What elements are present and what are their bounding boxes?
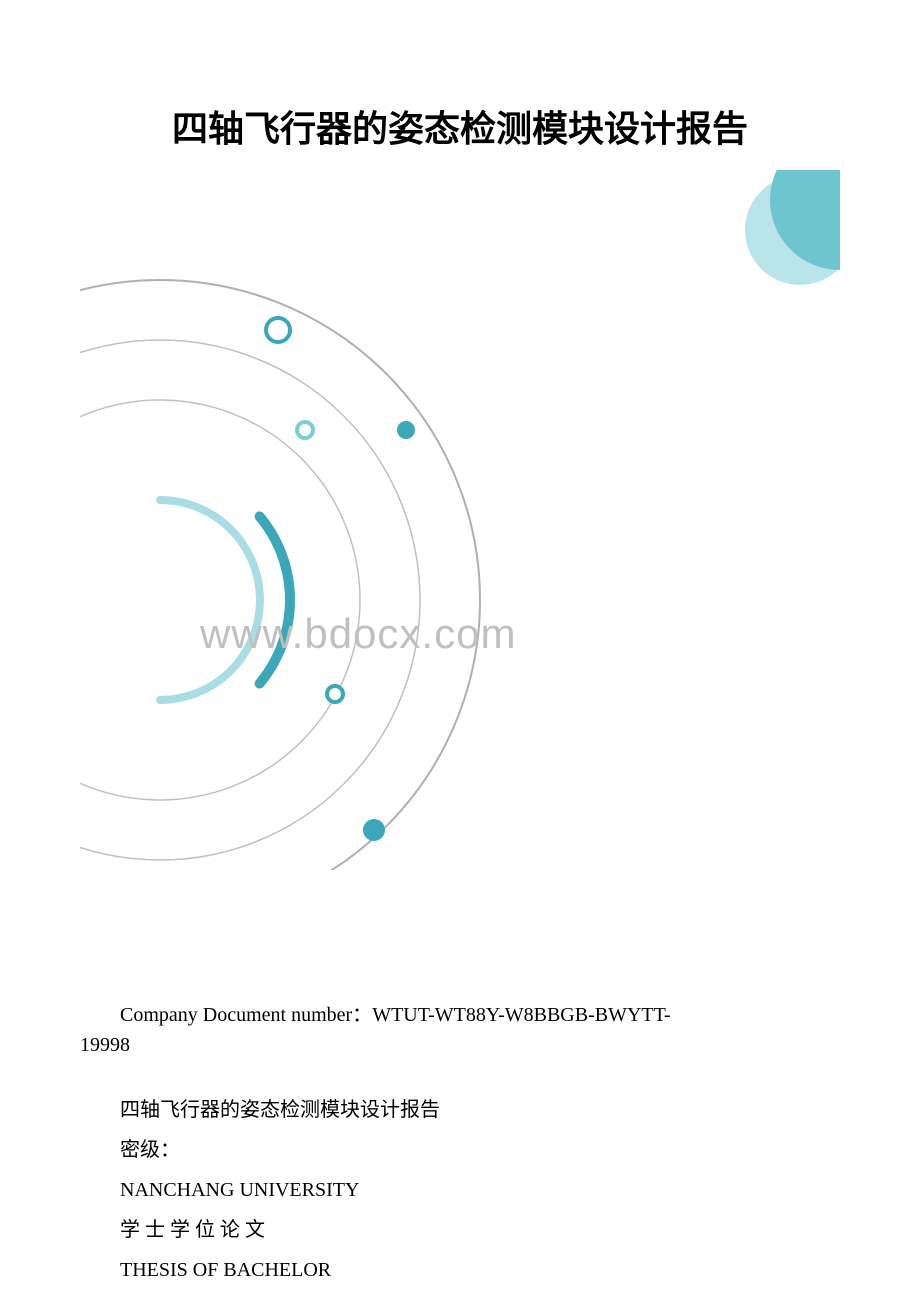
watermark-text: www.bdocx.com — [200, 610, 516, 658]
content-line-5: THESIS OF BACHELOR — [80, 1250, 840, 1290]
doc-number-value: WTUT-WT88Y-W8BBGB-BWYTT- — [372, 1004, 670, 1026]
doc-number-continuation: 19998 — [80, 1030, 840, 1060]
document-title: 四轴飞行器的姿态检测模块设计报告 — [80, 100, 840, 152]
content-line-4: 学 士 学 位 论 文 — [80, 1210, 840, 1250]
doc-number-line: Company Document number：WTUT-WT88Y-W8BBG… — [80, 1000, 840, 1030]
content-line-2: 密级： — [80, 1130, 840, 1170]
decoration-graphic — [80, 170, 840, 870]
content-line-3: NANCHANG UNIVERSITY — [80, 1170, 840, 1210]
content-line-1: 四轴飞行器的姿态检测模块设计报告 — [80, 1090, 840, 1130]
doc-number-label: Company Document number： — [120, 1004, 372, 1026]
content-block: 四轴飞行器的姿态检测模块设计报告 密级： NANCHANG UNIVERSITY… — [80, 1090, 840, 1290]
